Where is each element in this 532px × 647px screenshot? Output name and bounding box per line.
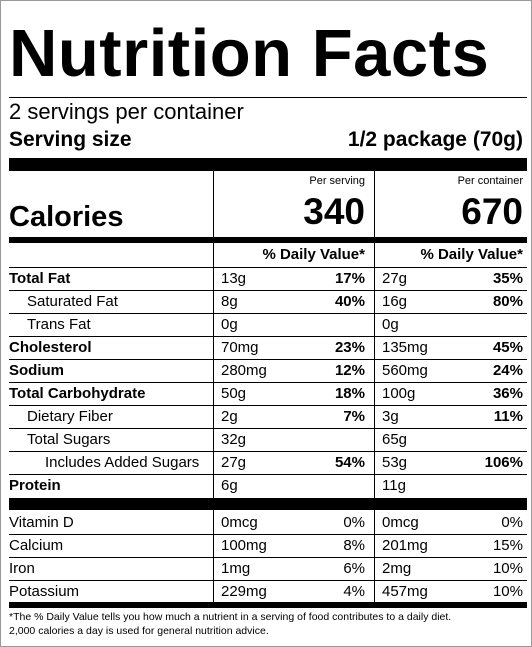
daily-value: 0% xyxy=(343,514,365,531)
rule xyxy=(9,382,527,383)
calories-label: Calories xyxy=(9,201,124,233)
daily-value: 10% xyxy=(492,560,523,577)
nutrient-name: Vitamin D xyxy=(9,514,74,531)
calories-value: 340 xyxy=(303,191,365,232)
nutrient-name: Total Carbohydrate xyxy=(9,385,146,402)
nutrient-name: Protein xyxy=(9,477,61,494)
medium-bar xyxy=(9,237,527,243)
daily-value: 10% xyxy=(492,583,523,600)
rule xyxy=(9,267,527,268)
rule xyxy=(9,451,527,452)
amount: 16g xyxy=(382,293,408,310)
title: Nutrition Facts xyxy=(9,16,490,91)
nutrient-name: Cholesterol xyxy=(9,339,92,356)
footnote: 2,000 calories a day is used for general… xyxy=(9,625,269,637)
nutrient-name: Iron xyxy=(9,560,35,577)
medium-bar xyxy=(9,602,527,608)
amount: 457mg xyxy=(382,583,428,600)
nutrient-name: Dietary Fiber xyxy=(27,408,113,425)
nutrient-name: Total Sugars xyxy=(27,431,111,448)
amount: 6g xyxy=(221,477,238,494)
amount: 32g xyxy=(221,431,247,448)
rule xyxy=(9,557,527,558)
serving-size-value: 1/2 package (70g) xyxy=(347,128,523,151)
daily-value: 106% xyxy=(484,454,523,471)
amount: 53g xyxy=(382,454,408,471)
daily-value: 12% xyxy=(334,362,365,379)
amount: 27g xyxy=(221,454,247,471)
daily-value: 4% xyxy=(343,583,365,600)
nutrient-name: Total Fat xyxy=(9,270,71,287)
column-header: Per serving xyxy=(309,175,365,187)
daily-value: 45% xyxy=(492,339,523,356)
amount: 229mg xyxy=(221,583,267,600)
thick-bar xyxy=(9,498,527,510)
amount: 201mg xyxy=(382,537,428,554)
rule xyxy=(9,474,527,475)
serving-size-label: Serving size xyxy=(9,128,132,151)
rule xyxy=(9,405,527,406)
column-divider xyxy=(213,171,214,603)
nutrient-name: Potassium xyxy=(9,583,80,600)
rule xyxy=(9,290,527,291)
daily-value: 18% xyxy=(334,385,365,402)
amount: 100mg xyxy=(221,537,267,554)
amount: 0g xyxy=(382,316,399,333)
amount: 11g xyxy=(382,477,406,494)
amount: 280mg xyxy=(221,362,267,379)
dv-header: % Daily Value* xyxy=(420,246,523,263)
daily-value: 7% xyxy=(343,408,365,425)
amount: 2mg xyxy=(382,560,412,577)
column-divider xyxy=(374,171,375,603)
daily-value: 54% xyxy=(334,454,365,471)
daily-value: 23% xyxy=(334,339,365,356)
amount: 50g xyxy=(221,385,247,402)
nutrient-name: Calcium xyxy=(9,537,64,554)
rule xyxy=(9,97,527,98)
rule xyxy=(9,359,527,360)
amount: 0g xyxy=(221,316,238,333)
rule xyxy=(9,580,527,581)
amount: 8g xyxy=(221,293,238,310)
nutrient-name: Includes Added Sugars xyxy=(45,454,200,471)
daily-value: 6% xyxy=(343,560,365,577)
rule xyxy=(9,428,527,429)
rule xyxy=(9,336,527,337)
daily-value: 15% xyxy=(492,537,523,554)
daily-value: 17% xyxy=(334,270,365,287)
daily-value: 24% xyxy=(492,362,523,379)
amount: 13g xyxy=(221,270,247,287)
daily-value: 35% xyxy=(492,270,523,287)
nutrient-name: Trans Fat xyxy=(27,316,91,333)
amount: 27g xyxy=(382,270,408,287)
nutrient-name: Saturated Fat xyxy=(27,293,118,310)
amount: 0mcg xyxy=(382,514,419,531)
amount: 0mcg xyxy=(221,514,258,531)
daily-value: 0% xyxy=(501,514,523,531)
rule xyxy=(9,313,527,314)
nutrient-name: Sodium xyxy=(9,362,64,379)
thick-bar xyxy=(9,158,527,171)
daily-value: 80% xyxy=(492,293,523,310)
amount: 135mg xyxy=(382,339,428,356)
rule xyxy=(9,534,527,535)
amount: 2g xyxy=(221,408,238,425)
calories-value: 670 xyxy=(461,191,523,232)
daily-value: 36% xyxy=(492,385,523,402)
column-header: Per container xyxy=(457,175,523,187)
daily-value: 11% xyxy=(493,408,523,425)
dv-header: % Daily Value* xyxy=(262,246,365,263)
servings: 2 servings per container xyxy=(9,99,244,124)
amount: 560mg xyxy=(382,362,428,379)
footnote: *The % Daily Value tells you how much a … xyxy=(9,611,452,623)
amount: 3g xyxy=(382,408,399,425)
amount: 100g xyxy=(382,385,416,402)
amount: 1mg xyxy=(221,560,251,577)
amount: 70mg xyxy=(221,339,259,356)
amount: 65g xyxy=(382,431,408,448)
daily-value: 8% xyxy=(343,537,365,554)
daily-value: 40% xyxy=(334,293,365,310)
